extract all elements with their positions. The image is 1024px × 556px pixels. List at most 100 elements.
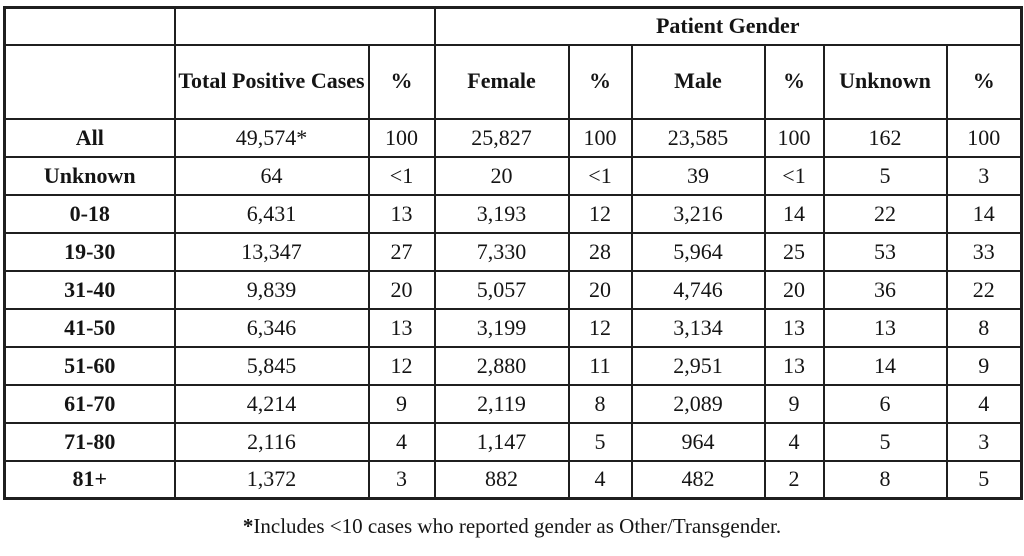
data-cell: 28 [567, 231, 633, 272]
data-cell: <1 [763, 155, 825, 196]
data-cell: 11 [567, 345, 633, 386]
col-header-female: Female [433, 43, 570, 120]
row-label-age-group: 0-18 [3, 193, 176, 234]
row-label-age-group: 31-40 [3, 269, 176, 310]
table-row: 19-30 13,347 27 7,330 28 5,964 25 53 33 [3, 231, 1023, 272]
data-cell: 4 [567, 459, 633, 500]
table-row: All 49,574* 100 25,827 100 23,585 100 162 100 [3, 117, 1023, 158]
data-cell: 3,134 [630, 307, 766, 348]
col-header-age-empty [3, 43, 176, 120]
data-cell: 20 [567, 269, 633, 310]
data-cell: 4 [945, 383, 1023, 424]
row-label-age-group: 41-50 [3, 307, 176, 348]
data-cell: 3,216 [630, 193, 766, 234]
data-cell: 3 [367, 459, 436, 500]
data-cell: 2,119 [433, 383, 570, 424]
data-cell: 20 [367, 269, 436, 310]
row-label-age-group: All [3, 117, 176, 158]
data-cell: 5 [822, 155, 948, 196]
data-cell: 33 [945, 231, 1023, 272]
data-cell: 3,199 [433, 307, 570, 348]
col-header-total-positive-cases: Total Positive Cases [173, 43, 370, 120]
col-header-male: Male [630, 43, 766, 120]
data-cell: 100 [763, 117, 825, 158]
table-row: 31-40 9,839 20 5,057 20 4,746 20 36 22 [3, 269, 1023, 310]
data-cell: 9 [945, 345, 1023, 386]
col-header-female-pct: % [567, 43, 633, 120]
data-cell: 12 [567, 193, 633, 234]
footnote-asterisk: * [242, 514, 254, 538]
table-row: 0-18 6,431 13 3,193 12 3,216 14 22 14 [3, 193, 1023, 234]
row-label-age-group: Unknown [3, 155, 176, 196]
data-cell: 162 [822, 117, 948, 158]
data-cell: 1,372 [173, 459, 370, 500]
data-cell: 9,839 [173, 269, 370, 310]
col-header-male-pct: % [763, 43, 825, 120]
corner-empty-cell [3, 6, 176, 46]
column-header-row: Total Positive Cases % Female % Male % U… [3, 43, 1023, 120]
data-cell: 3 [945, 155, 1023, 196]
data-cell: 8 [567, 383, 633, 424]
data-cell: 2,116 [173, 421, 370, 462]
data-cell: 4,214 [173, 383, 370, 424]
data-cell: 64 [173, 155, 370, 196]
data-cell: 14 [763, 193, 825, 234]
data-cell: 14 [945, 193, 1023, 234]
data-cell: 5 [945, 459, 1023, 500]
data-cell: 8 [945, 307, 1023, 348]
data-cell: 39 [630, 155, 766, 196]
table-head: Patient Gender Total Positive Cases % Fe… [3, 6, 1023, 120]
data-cell: 964 [630, 421, 766, 462]
table-row: 81+ 1,372 3 882 4 482 2 8 5 [3, 459, 1023, 500]
data-cell: 13 [822, 307, 948, 348]
data-cell: 6 [822, 383, 948, 424]
data-cell: 2,089 [630, 383, 766, 424]
data-cell: 25,827 [433, 117, 570, 158]
footnote-text: Includes <10 cases who reported gender a… [253, 514, 782, 538]
data-cell: 53 [822, 231, 948, 272]
data-cell: 12 [367, 345, 436, 386]
group-header-row: Patient Gender [3, 6, 1023, 46]
table-row: 51-60 5,845 12 2,880 11 2,951 13 14 9 [3, 345, 1023, 386]
footnote: *Includes <10 cases who reported gender … [0, 514, 1024, 539]
data-cell: 100 [567, 117, 633, 158]
data-cell: 13 [763, 307, 825, 348]
data-cell: 20 [763, 269, 825, 310]
table-row: 61-70 4,214 9 2,119 8 2,089 9 6 4 [3, 383, 1023, 424]
data-cell: 482 [630, 459, 766, 500]
data-cell: 8 [822, 459, 948, 500]
row-label-age-group: 61-70 [3, 383, 176, 424]
data-cell: 13 [763, 345, 825, 386]
data-cell: 3 [945, 421, 1023, 462]
data-cell: 27 [367, 231, 436, 272]
table-row: 71-80 2,116 4 1,147 5 964 4 5 3 [3, 421, 1023, 462]
data-cell: 49,574* [173, 117, 370, 158]
data-cell: 5,057 [433, 269, 570, 310]
data-cell: 2,951 [630, 345, 766, 386]
data-cell: 13 [367, 307, 436, 348]
data-cell: 20 [433, 155, 570, 196]
data-cell: 9 [367, 383, 436, 424]
row-label-age-group: 81+ [3, 459, 176, 500]
row-label-age-group: 71-80 [3, 421, 176, 462]
data-cell: 4 [763, 421, 825, 462]
patient-gender-table: Patient Gender Total Positive Cases % Fe… [3, 6, 1023, 500]
data-cell: 7,330 [433, 231, 570, 272]
data-cell: 6,346 [173, 307, 370, 348]
data-cell: 13,347 [173, 231, 370, 272]
table-body: All 49,574* 100 25,827 100 23,585 100 162 100 Unk… [3, 117, 1023, 500]
data-cell: 2,880 [433, 345, 570, 386]
data-cell: 14 [822, 345, 948, 386]
data-cell: 1,147 [433, 421, 570, 462]
row-label-age-group: 19-30 [3, 231, 176, 272]
data-cell: 36 [822, 269, 948, 310]
data-cell: 25 [763, 231, 825, 272]
data-cell: 6,431 [173, 193, 370, 234]
data-cell: 4,746 [630, 269, 766, 310]
col-header-unknown-pct: % [945, 43, 1023, 120]
data-cell: 12 [567, 307, 633, 348]
patient-gender-group-header: Patient Gender [433, 6, 1023, 46]
data-cell: 13 [367, 193, 436, 234]
col-header-unknown: Unknown [822, 43, 948, 120]
